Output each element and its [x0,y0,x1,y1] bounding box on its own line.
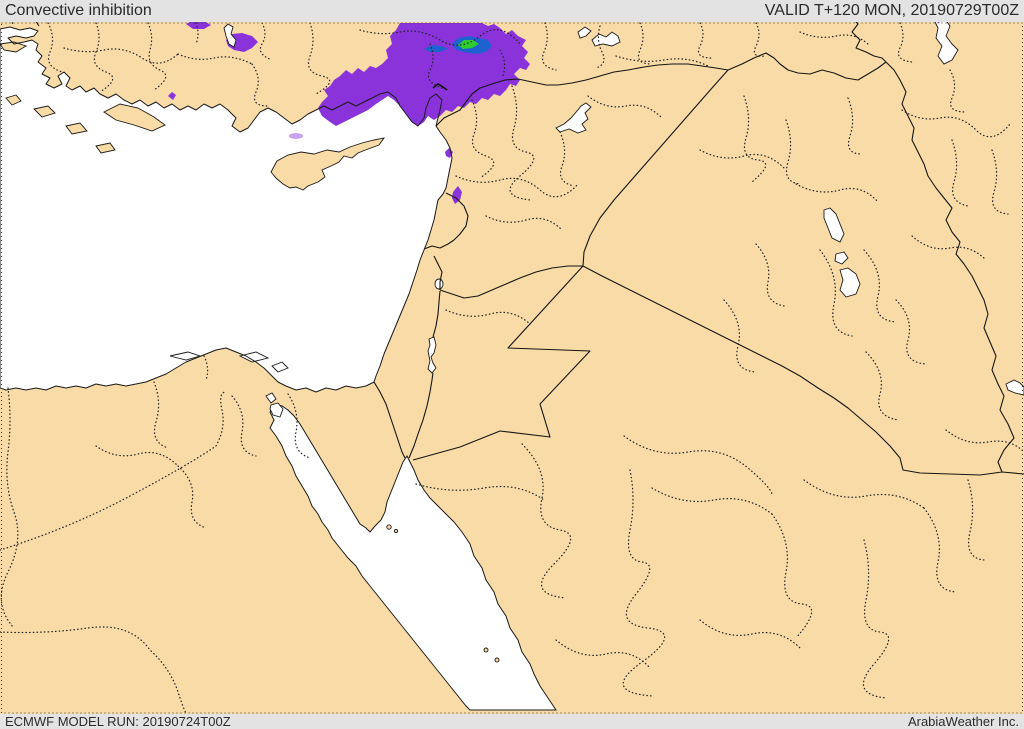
marsh-lake [1005,379,1024,396]
border-iraq-iran [885,61,1015,473]
cin-patch [452,186,462,204]
lake-keban [577,26,592,39]
country-borders [33,7,1024,476]
border-golan [433,255,443,290]
border-lebanon-syria [445,192,469,241]
border-israel-jordan [408,372,434,459]
red-sea-island [494,657,500,663]
lake-habbaniyah [834,251,849,265]
border-syria-iraq [582,69,729,267]
border-israel-lebanon [423,239,455,250]
cin-high-core [458,40,479,49]
map-frame [1,22,1023,714]
page-title: Convective inhibition [5,2,152,19]
sea-of-galilee [434,278,444,290]
red-sea [269,403,557,711]
model-run-label: ECMWF MODEL RUN: 20190724T00Z [5,714,231,729]
islands [0,41,500,663]
lake-razzaza [839,267,861,298]
aegean-island [95,142,116,154]
border-syria-jordan [439,265,583,299]
lake-tuz [223,23,237,48]
aegean-island [65,122,88,135]
border-egypt-israel [373,381,406,459]
cin-patch-faint [289,133,303,139]
border-jordan-river [432,290,441,338]
border-turkey-syria-iraq [435,52,887,127]
tiran-island [386,524,392,530]
bottom-status-bar: ECMWF MODEL RUN: 20190724T00Z ArabiaWeat… [0,714,1024,729]
cin-mid-streak [424,45,448,52]
lake-assad [555,102,592,134]
cin-contour-high [458,40,479,49]
top-title-bar: Convective inhibition VALID T+120 MON, 2… [0,0,1024,22]
valid-time-label: VALID T+120 MON, 20190729T00Z [764,2,1019,19]
delta-lagoon [238,351,270,363]
bitter-lake-great [269,402,284,418]
border-jordan-saudi [412,265,591,461]
aegean-island [5,94,22,106]
cin-patch [168,92,176,100]
branding-label: ArabiaWeather Inc. [907,714,1019,729]
cin-patch [186,20,211,29]
lake-urmia [933,17,959,65]
rhodes-island [103,103,166,132]
lake-tharthar [823,207,845,243]
dead-sea [427,336,437,374]
tiran-island [393,528,399,534]
lakes [169,17,1024,418]
reservoir-mark [432,83,448,91]
cyprus-island [270,137,386,191]
border-iraq-saudi [582,265,1024,476]
red-sea-island [483,647,489,653]
delta-lagoon [271,361,289,373]
admin-borders [0,9,1024,714]
aegean-island [33,105,56,118]
bitter-lake-small [265,392,277,404]
